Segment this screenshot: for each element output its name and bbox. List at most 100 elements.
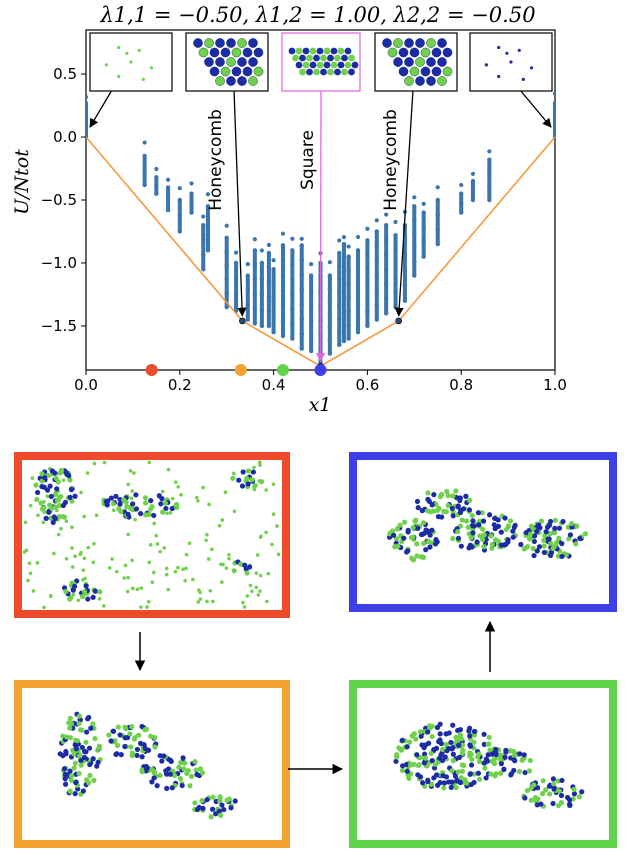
snapshot-particle [476, 751, 482, 757]
scatter-column-core [412, 206, 417, 276]
inset-particle [193, 38, 203, 48]
inset-particle [141, 77, 145, 81]
snapshot-particle [33, 482, 39, 488]
snapshot-particle [83, 739, 89, 745]
snapshot-particle [156, 493, 162, 499]
x-tick-label: 0.6 [355, 376, 379, 394]
snapshot-particle [179, 493, 183, 497]
snapshot-particle [55, 496, 62, 502]
scatter-point [341, 269, 347, 274]
snapshot-particle [439, 514, 445, 520]
snapshot-particle [79, 490, 83, 495]
snapshot-particle [28, 503, 33, 508]
snapshot-particle [60, 502, 67, 509]
snapshot-particle [208, 589, 213, 593]
snapshot-particle [52, 551, 56, 556]
scatter-point [487, 157, 492, 162]
scatter-column [470, 171, 476, 203]
snapshot-particle [43, 515, 49, 521]
snapshot-particle [556, 788, 562, 794]
snapshot-particle [56, 532, 61, 537]
snapshot-particle [147, 460, 152, 465]
snapshot-particle [71, 765, 77, 771]
scatter-point [393, 233, 398, 238]
snapshot-particle [469, 512, 475, 519]
snapshot-particle [512, 522, 518, 528]
snapshot-particle [68, 487, 75, 493]
snapshot-particle [134, 752, 140, 759]
scatter-column [337, 238, 342, 348]
snapshot-particle [428, 750, 434, 756]
snapshot-particle [96, 745, 102, 751]
scatter-point [266, 242, 272, 248]
snapshot-particle [171, 772, 178, 779]
snapshot-particle [183, 578, 187, 583]
snapshot-particle [565, 794, 571, 801]
inset-particle [313, 54, 320, 62]
snapshot-particle [437, 737, 443, 743]
snapshot-particle [67, 788, 73, 794]
snapshot-particle [224, 566, 229, 570]
snapshot-particle [188, 773, 195, 779]
snapshot-particle [35, 489, 41, 496]
snapshot-particle [73, 554, 77, 559]
snapshot-particle [559, 540, 565, 547]
scatter-point [299, 287, 304, 292]
scatter-point [177, 229, 182, 234]
snapshot-particle [28, 571, 33, 576]
scatter-column [224, 223, 229, 310]
scatter-column-core [393, 235, 398, 308]
scatter-point [142, 168, 147, 173]
inset-particle [220, 47, 231, 58]
snapshot-particle [510, 534, 516, 540]
snapshot-particle [440, 746, 446, 753]
snapshot-particle [86, 545, 91, 550]
snapshot-particle [176, 565, 180, 570]
snapshot-particle [426, 723, 433, 729]
scatter-point [259, 292, 265, 297]
snapshot-particle [67, 725, 73, 731]
snapshot-particle [512, 758, 518, 764]
snapshot-particle [415, 505, 421, 511]
snapshot-particle [442, 754, 448, 760]
snapshot-particle [92, 588, 98, 594]
inset-particle [309, 47, 317, 55]
scatter-column [154, 166, 159, 196]
x-tick-label: 1.0 [543, 376, 567, 394]
snapshot-particle [154, 783, 160, 789]
snapshot-particle [403, 761, 410, 768]
snapshot-particle [132, 471, 136, 475]
scatter-point [245, 302, 251, 308]
inset-particle [437, 38, 447, 48]
snapshot-particle [495, 517, 501, 523]
snapshot-particle [394, 526, 400, 532]
scatter-point [290, 262, 295, 268]
scatter-point [552, 117, 555, 123]
snapshot-particle [428, 781, 435, 787]
snapshot-particle [276, 552, 281, 557]
inset-particle [420, 66, 431, 77]
snapshot-particle [79, 550, 83, 555]
inset-particle [337, 47, 345, 55]
snapshot-particle [193, 767, 199, 773]
inset-particle [129, 60, 133, 64]
snapshot-particle [86, 714, 92, 721]
scatter-point [341, 338, 347, 344]
snapshot-particle [148, 498, 154, 504]
snapshot-particle [36, 513, 40, 518]
snapshot-particle [107, 566, 112, 570]
snapshot-particle [62, 781, 69, 787]
snapshot-particle [133, 492, 139, 498]
inset-particle [330, 47, 338, 55]
snapshot-particle [227, 556, 231, 561]
scatter-point [355, 289, 361, 294]
snapshot-particle [551, 544, 557, 550]
scatter-point [327, 299, 333, 304]
snapshot-particle [72, 493, 78, 499]
snapshot-particle [128, 469, 133, 473]
snapshot-particle [568, 520, 575, 527]
snapshot-particle [181, 766, 187, 772]
snapshot-particle [63, 588, 69, 595]
inset-particle [237, 38, 247, 48]
inset-particle [302, 47, 310, 55]
